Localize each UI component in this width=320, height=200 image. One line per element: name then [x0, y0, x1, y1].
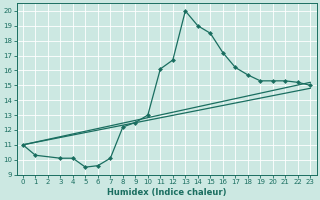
- X-axis label: Humidex (Indice chaleur): Humidex (Indice chaleur): [107, 188, 226, 197]
